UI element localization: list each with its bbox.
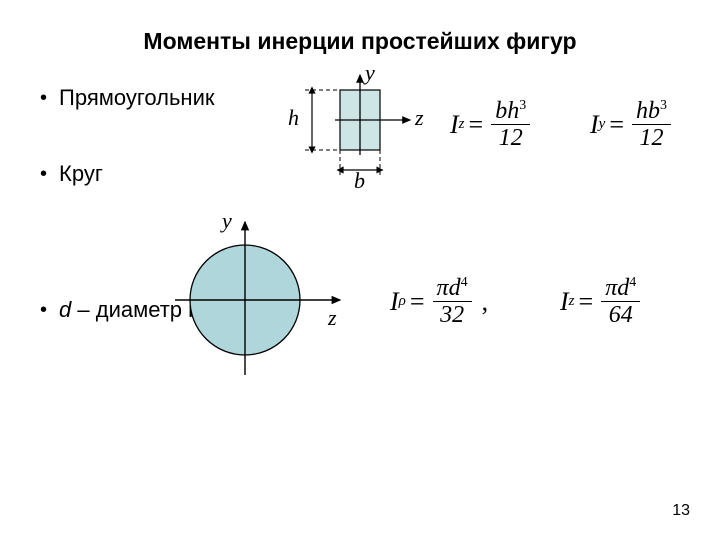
h-label: h (288, 105, 299, 130)
rectangle-diagram: y z h b (250, 70, 440, 190)
page-number: 13 (672, 502, 690, 520)
z-axis-label: z (414, 105, 424, 130)
formula-irho-circle: Iρ = πd4 32 , (390, 275, 488, 329)
bullet-dot: • (40, 87, 47, 110)
bullet-circle-label: Круг (59, 161, 103, 187)
diameter-symbol: d (59, 297, 71, 322)
circle-y-label: y (220, 210, 232, 233)
circle-z-label: z (327, 305, 337, 330)
formula-iz-rect: Iz = bh3 12 (450, 98, 534, 152)
y-axis-label: y (363, 70, 375, 85)
formula-iz-circle: Iz = πd4 64 (560, 275, 644, 329)
formula-iy-rect: Iy = hb3 12 (590, 98, 675, 152)
bullet-rectangle-label: Прямоугольник (59, 85, 214, 111)
page-title: Моменты инерции простейших фигур (0, 0, 720, 55)
bullet-dot: • (40, 163, 47, 186)
bullet-dot: • (40, 299, 47, 322)
b-label: b (354, 168, 365, 190)
circle-diagram: y z (150, 210, 370, 390)
